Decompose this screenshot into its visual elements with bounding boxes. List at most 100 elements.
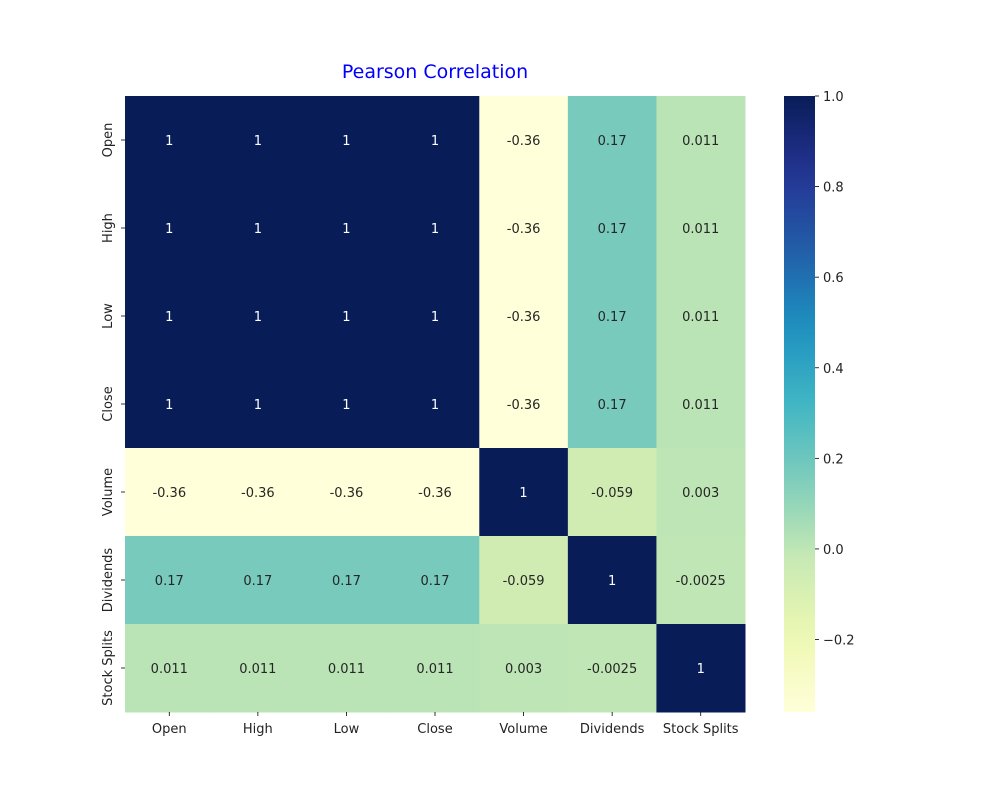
heatmap-cell [125, 536, 215, 625]
y-tick-label: Stock Splits [101, 630, 116, 706]
y-tick-label: Close [101, 386, 116, 421]
y-tick-label: Dividends [101, 548, 116, 613]
heatmap-cell [125, 272, 215, 361]
cell-value-label: 0.17 [598, 310, 627, 325]
cell-value-label: -0.0025 [587, 662, 637, 677]
cell-value-label: 0.17 [598, 222, 627, 237]
colorbar-tick-label: −0.2 [823, 634, 855, 649]
heatmap-cell [390, 96, 480, 185]
cell-value-label: 1 [519, 486, 527, 501]
heatmap-cell [567, 96, 657, 185]
colorbar-tick-label: 0.2 [823, 452, 844, 467]
heatmap-cell [479, 96, 569, 185]
cell-value-label: -0.36 [507, 134, 541, 149]
colorbar-axis: 1.0 0.8 0.6 0.4 0.2 0.0 −0.2 [815, 90, 855, 649]
heatmap-cell [390, 272, 480, 361]
cell-value-label: 0.003 [505, 662, 542, 677]
heatmap-cell-labels: 1 1 1 1 -0.36 0.17 0.011 1 1 1 1 -0.36 0.17 0.011 1 1 1 1… [151, 134, 726, 677]
heatmap-cell [656, 360, 746, 449]
heatmap-cell [125, 448, 215, 537]
heatmap-cell [390, 448, 480, 537]
y-tick-label: Low [101, 303, 116, 329]
cell-value-label: 0.011 [239, 662, 276, 677]
heatmap-cell [302, 96, 392, 185]
cell-value-label: -0.36 [152, 486, 186, 501]
colorbar-tick-label: 0.0 [823, 543, 844, 558]
cell-value-label: -0.36 [241, 486, 275, 501]
heatmap-cell [479, 624, 569, 713]
heatmap-cell [656, 536, 746, 625]
x-tick-label: Stock Splits [663, 722, 739, 737]
chart-title: Pearson Correlation [342, 61, 528, 83]
cell-value-label: 0.011 [328, 662, 365, 677]
heatmap-cell [125, 624, 215, 713]
cell-value-label: 0.011 [416, 662, 453, 677]
y-tick-label: Open [101, 123, 116, 158]
x-tick-label: Open [152, 722, 187, 737]
heatmap-cell [567, 624, 657, 713]
heatmap-cell [213, 536, 303, 625]
heatmap-cell [213, 96, 303, 185]
heatmap-cell [390, 536, 480, 625]
colorbar-tick-label: 0.8 [823, 181, 844, 196]
heatmap-cell [479, 360, 569, 449]
heatmap-cell [656, 624, 746, 713]
cell-value-label: -0.36 [330, 486, 364, 501]
y-axis: Open High Low Close Volume Dividends Stock Spl… [101, 123, 125, 706]
cell-value-label: 1 [342, 310, 350, 325]
heatmap-cell [213, 624, 303, 713]
colorbar-tick-label: 0.4 [823, 362, 844, 377]
heatmap-cell [390, 184, 480, 273]
cell-value-label: 1 [165, 310, 173, 325]
heatmap-cell [125, 360, 215, 449]
cell-value-label: 1 [431, 134, 439, 149]
heatmap-cell [213, 448, 303, 537]
heatmap-cell [656, 272, 746, 361]
cell-value-label: 1 [431, 398, 439, 413]
cell-value-label: 0.011 [682, 222, 719, 237]
colorbar [784, 96, 815, 712]
cell-value-label: 0.17 [332, 574, 361, 589]
heatmap-cell [213, 184, 303, 273]
cell-value-label: 0.17 [243, 574, 272, 589]
cell-value-label: 0.011 [682, 310, 719, 325]
cell-value-label: -0.36 [418, 486, 452, 501]
cell-value-label: 1 [165, 398, 173, 413]
x-tick-label: High [243, 722, 273, 737]
heatmap-cell [567, 448, 657, 537]
heatmap-cell [302, 536, 392, 625]
cell-value-label: 0.17 [598, 134, 627, 149]
cell-value-label: 1 [254, 310, 262, 325]
cell-value-label: 1 [254, 222, 262, 237]
cell-value-label: -0.059 [591, 486, 633, 501]
cell-value-label: 1 [342, 134, 350, 149]
heatmap-cell [125, 96, 215, 185]
heatmap-cell [302, 448, 392, 537]
heatmap-cell [479, 184, 569, 273]
cell-value-label: 1 [697, 662, 705, 677]
x-axis: Open High Low Close Volume Dividends Stock Spl… [152, 712, 739, 737]
heatmap-cell [479, 448, 569, 537]
cell-value-label: 1 [608, 574, 616, 589]
cell-value-label: -0.36 [507, 398, 541, 413]
cell-value-label: 0.17 [155, 574, 184, 589]
heatmap-cells [125, 96, 746, 713]
cell-value-label: 1 [342, 398, 350, 413]
heatmap-cell [213, 360, 303, 449]
heatmap-cell [656, 448, 746, 537]
cell-value-label: 1 [254, 398, 262, 413]
x-tick-label: Close [417, 722, 452, 737]
heatmap-cell [567, 184, 657, 273]
cell-value-label: 0.011 [151, 662, 188, 677]
heatmap-cell [567, 272, 657, 361]
heatmap-cell [479, 536, 569, 625]
heatmap-cell [302, 624, 392, 713]
x-tick-label: Dividends [580, 722, 645, 737]
cell-value-label: 1 [431, 310, 439, 325]
y-tick-label: High [101, 213, 116, 243]
heatmap-cell [302, 184, 392, 273]
heatmap-cell [390, 360, 480, 449]
heatmap-cell [213, 272, 303, 361]
cell-value-label: -0.059 [503, 574, 545, 589]
